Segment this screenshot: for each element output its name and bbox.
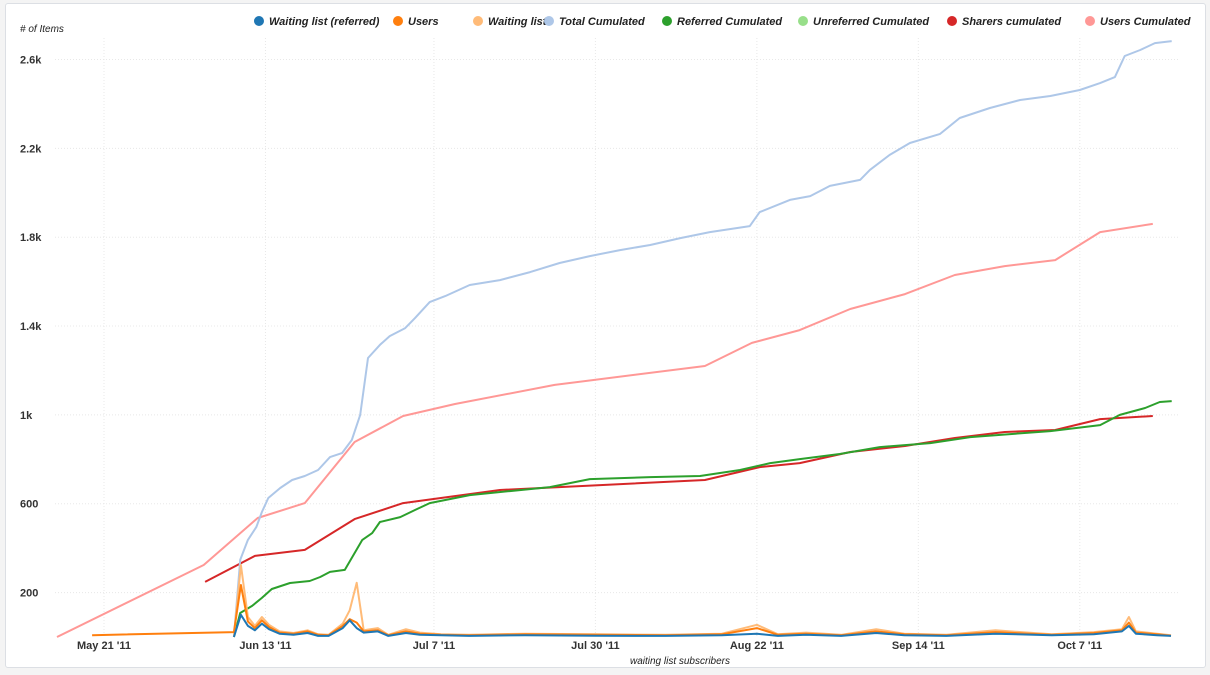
y-tick-label: 1k <box>20 410 33 422</box>
legend-label: Users <box>408 16 439 28</box>
legend-item[interactable]: Waiting list (referred) <box>254 16 380 28</box>
x-tick-label: Oct 7 '11 <box>1057 640 1102 652</box>
series-line-users-cumulated <box>56 222 1153 638</box>
y-tick-label: 1.8k <box>20 232 42 244</box>
legend-item[interactable]: Total Cumulated <box>544 16 645 28</box>
y-tick-label: 600 <box>20 499 38 511</box>
x-tick-label: Jul 7 '11 <box>413 640 455 652</box>
legend-label: Sharers cumulated <box>962 16 1061 28</box>
legend-label: Referred Cumulated <box>677 16 782 28</box>
legend-swatch <box>473 16 483 26</box>
series-line-referred-cumulated <box>232 400 1172 638</box>
series-line-total-cumulated <box>232 40 1172 638</box>
legend-label: Total Cumulated <box>559 16 645 28</box>
legend-swatch <box>947 16 957 26</box>
legend-swatch <box>662 16 672 26</box>
legend-swatch <box>798 16 808 26</box>
y-tick-label: 200 <box>20 588 38 600</box>
legend-item[interactable]: Waiting list <box>473 16 548 28</box>
legend-swatch <box>254 16 264 26</box>
x-tick-label: Jun 13 '11 <box>239 640 291 652</box>
x-tick-label: Jul 30 '11 <box>571 640 620 652</box>
legend-item[interactable]: Referred Cumulated <box>662 16 782 28</box>
series-line-waiting-list <box>232 564 1172 638</box>
legend-label: Waiting list (referred) <box>269 16 380 28</box>
series-line-sharers-cumulated <box>204 415 1153 583</box>
y-tick-label: 1.4k <box>20 321 42 333</box>
legend-swatch <box>1085 16 1095 26</box>
legend-swatch <box>393 16 403 26</box>
y-axis: 200 600 1k 1.4k 1.8k 2.2k 2.6k <box>20 55 42 600</box>
y-axis-label: # of Items <box>20 24 64 35</box>
legend-label: Users Cumulated <box>1100 16 1191 28</box>
legend-item[interactable]: Users <box>393 16 439 28</box>
y-tick-label: 2.6k <box>20 55 42 67</box>
x-tick-label: May 21 '11 <box>77 640 131 652</box>
legend-item[interactable]: Unreferred Cumulated <box>798 16 929 28</box>
legend-item[interactable]: Users Cumulated <box>1085 16 1191 28</box>
chart-frame <box>5 3 1206 668</box>
legend-swatch <box>544 16 554 26</box>
legend-item[interactable]: Sharers cumulated <box>947 16 1061 28</box>
grid <box>55 38 1180 637</box>
legend-label: Waiting list <box>488 16 548 28</box>
x-tick-label: Aug 22 '11 <box>730 640 784 652</box>
legend: Waiting list (referred) Users Waiting list… <box>254 16 1191 28</box>
series-line-waiting-list-referred- <box>232 613 1172 638</box>
y-tick-label: 2.2k <box>20 143 42 155</box>
x-tick-label: Sep 14 '11 <box>892 640 945 652</box>
x-axis: May 21 '11 Jun 13 '11 Jul 7 '11 Jul 30 '11 A… <box>77 640 1102 652</box>
legend-label: Unreferred Cumulated <box>813 16 929 28</box>
series-lines <box>56 40 1172 638</box>
x-axis-label: waiting list subscribers <box>630 656 730 667</box>
